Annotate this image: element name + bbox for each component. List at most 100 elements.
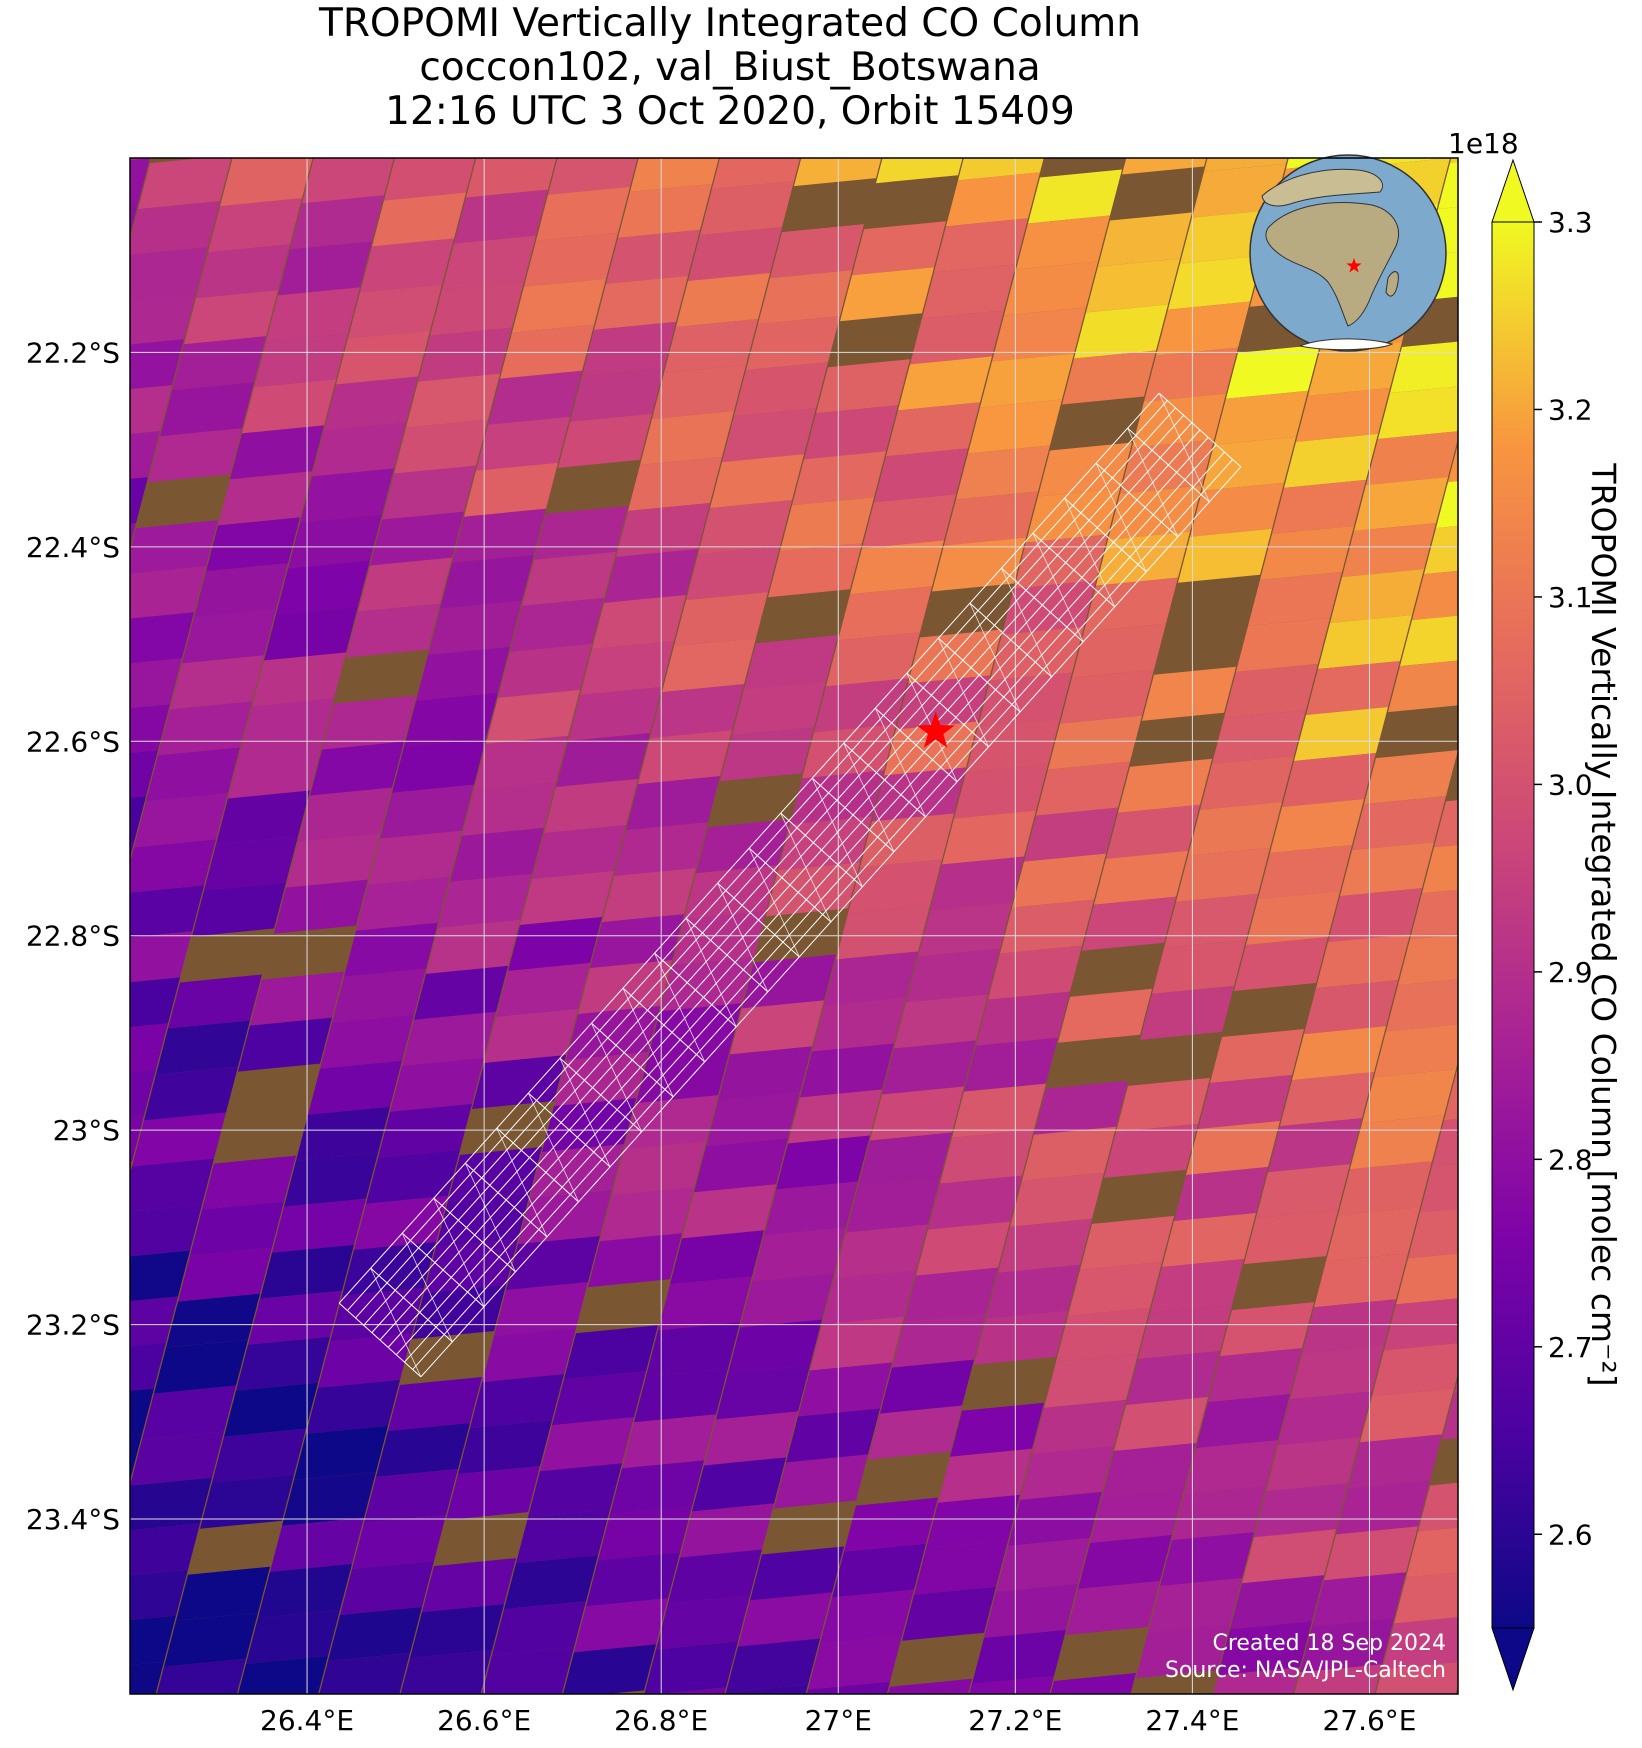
footprint-line [1001, 568, 1052, 677]
co-cell [306, 1379, 400, 1434]
co-cell [702, 1731, 796, 1748]
co-cell [402, 1011, 496, 1066]
co-cell [298, 787, 392, 842]
co-cell [130, 1661, 164, 1694]
co-cell [130, 1204, 202, 1257]
co-cell [812, 997, 906, 1052]
co-cell [370, 511, 464, 566]
colorbar-tick-label: 3.2 [1548, 393, 1593, 426]
co-cell [926, 1494, 1020, 1549]
co-cell [942, 810, 1036, 865]
co-cell [560, 95, 654, 149]
co-cell [1342, 523, 1436, 578]
co-cell [0, 161, 68, 215]
co-cell [130, 1250, 190, 1302]
co-cell [1348, 1434, 1442, 1489]
colorbar-ticks: 2.6 2.7 2.8 2.9 3.0 3.1 3.2 3.3 [1534, 206, 1593, 1551]
co-cell [944, 491, 1038, 546]
globe-europe [1261, 168, 1383, 207]
co-cell [734, 362, 828, 417]
coccon-footprints [338, 392, 1242, 1378]
co-cell [996, 1537, 1090, 1592]
co-cell [1234, 937, 1328, 992]
co-cell [1292, 1026, 1386, 1081]
co-cell [1210, 1029, 1304, 1084]
co-cell [1028, 169, 1122, 224]
co-cell [840, 267, 934, 322]
colorbar-tick-label: 3.0 [1548, 768, 1593, 801]
co-cell [722, 408, 816, 463]
co-cell [536, 186, 630, 241]
co-cell [902, 1586, 996, 1641]
co-cell [342, 1241, 436, 1296]
co-cell [264, 606, 358, 661]
co-cell [1050, 1673, 1136, 1694]
co-cell [674, 592, 768, 647]
footprint-line [874, 708, 926, 817]
co-cell [130, 750, 158, 798]
co-cell [652, 364, 746, 419]
co-cell [846, 1178, 940, 1233]
co-cell [318, 1333, 412, 1388]
co-cell [786, 1408, 880, 1463]
co-cell [1122, 158, 1207, 175]
co-cell [1106, 804, 1200, 859]
co-cell [1386, 979, 1458, 1032]
co-cell [436, 1192, 530, 1247]
co-cell [448, 1146, 542, 1201]
co-cell [1162, 1213, 1256, 1268]
co-cell [400, 1650, 492, 1694]
co-cell [294, 1425, 388, 1480]
co-cell [1213, 1667, 1300, 1694]
co-cell [634, 1368, 728, 1423]
co-cell [552, 1371, 646, 1426]
co-cell [500, 324, 594, 379]
co-cell [1208, 1348, 1302, 1403]
co-cell [822, 1270, 916, 1325]
co-cell [1374, 1024, 1458, 1078]
co-cell [724, 89, 818, 143]
co-cell [740, 1273, 834, 1328]
co-cell [290, 195, 384, 250]
co-cell [658, 1276, 752, 1331]
co-cell [980, 353, 1074, 408]
co-cell [302, 158, 394, 204]
co-cell [1044, 1353, 1138, 1408]
co-cell [528, 1463, 622, 1518]
co-cell [378, 1103, 472, 1158]
footprint-line [464, 1163, 516, 1272]
co-cell [1072, 623, 1166, 678]
co-cell [1302, 1299, 1396, 1354]
footprint-line [1127, 428, 1179, 537]
x-tick-label: 27°E [805, 1704, 872, 1737]
co-cell [130, 839, 216, 893]
co-cell [1352, 796, 1446, 851]
co-cell [732, 681, 826, 736]
co-cell [216, 790, 310, 845]
co-cell [200, 1474, 294, 1529]
co-cell [1260, 525, 1354, 580]
co-cell [1138, 1305, 1232, 1360]
co-cell [286, 833, 380, 888]
co-cell [1174, 1167, 1268, 1222]
co-cell [898, 356, 992, 411]
co-cell [440, 554, 534, 609]
co-cell [218, 471, 312, 526]
co-cell [686, 546, 780, 601]
co-cell [272, 1198, 366, 1253]
co-cell [156, 1658, 246, 1694]
co-cell [238, 1655, 328, 1694]
co-cell [986, 1264, 1080, 1319]
co-cell [308, 1060, 402, 1115]
co-cell [130, 1615, 176, 1665]
co-cell [862, 494, 956, 549]
co-cell [1010, 1172, 1104, 1227]
co-cell [640, 410, 734, 465]
co-cell [572, 49, 666, 103]
co-cell [563, 1644, 656, 1694]
co-cell [190, 1201, 284, 1256]
footprint-line [591, 1023, 642, 1132]
co-cell [952, 1083, 1046, 1138]
co-cell [408, 54, 502, 108]
footprint-line [780, 813, 832, 922]
